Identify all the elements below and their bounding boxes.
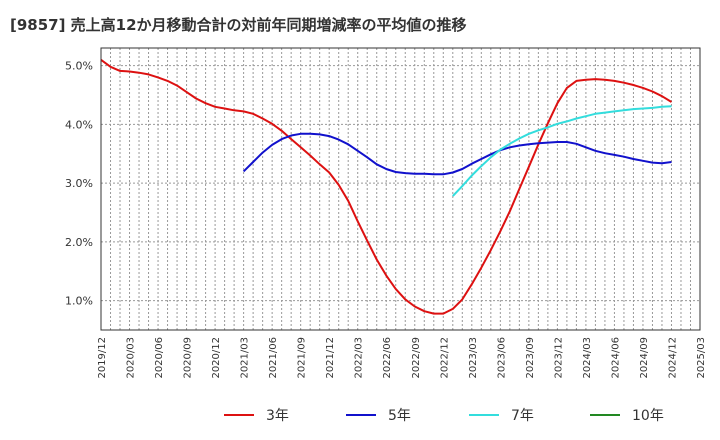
x-tick-label: 2022/06 [382, 337, 393, 379]
x-tick-label: 2021/03 [240, 337, 251, 379]
x-tick-label: 2023/06 [496, 337, 507, 379]
x-tick-label: 2023/09 [525, 337, 536, 379]
legend-label: 10年 [632, 408, 664, 424]
y-tick-label: 2.0% [65, 236, 93, 249]
grid-lines [100, 48, 701, 330]
x-tick-label: 2022/12 [439, 337, 450, 379]
x-tick-label: 2019/12 [97, 337, 108, 379]
x-tick-label: 2022/03 [354, 337, 365, 379]
x-tick-label: 2021/12 [325, 337, 336, 379]
legend-label: 3年 [266, 408, 289, 424]
y-tick-label: 4.0% [65, 118, 93, 131]
y-tick-label: 3.0% [65, 177, 93, 190]
x-tick-label: 2021/09 [297, 337, 308, 379]
series-line-7年 [452, 105, 672, 197]
x-tick-label: 2020/03 [126, 337, 137, 379]
x-tick-label: 2020/12 [211, 337, 222, 379]
x-tick-label: 2020/06 [154, 337, 165, 379]
y-tick-label: 5.0% [65, 60, 93, 73]
x-tick-label: 2023/12 [553, 337, 564, 379]
y-axis-ticks: 1.0% 2.0% 3.0% 4.0% 5.0% [65, 60, 93, 308]
x-tick-label: 2024/09 [639, 337, 650, 379]
x-tick-label: 2022/09 [411, 337, 422, 379]
series-lines [100, 58, 673, 315]
series-line-3年 [100, 58, 673, 315]
legend-label: 7年 [511, 408, 534, 424]
x-tick-label: 2024/12 [667, 337, 678, 379]
chart-title: [9857] 売上高12か月移動合計の対前年同期増減率の平均値の推移 [10, 16, 467, 34]
x-axis-ticks: 2019/12 2020/03 2020/06 2020/09 2020/12 2021/… [97, 337, 707, 379]
x-tick-label: 2024/03 [582, 337, 593, 379]
x-tick-label: 2024/06 [610, 337, 621, 379]
x-tick-label: 2025/03 [696, 337, 707, 379]
x-tick-label: 2021/06 [268, 337, 279, 379]
series-line-5年 [242, 132, 672, 176]
legend: 3年 5年 7年 10年 [224, 408, 664, 424]
legend-label: 5年 [388, 408, 411, 424]
plot-frame [100, 47, 701, 331]
y-tick-label: 1.0% [65, 295, 93, 308]
x-tick-label: 2023/03 [468, 337, 479, 379]
x-tick-label: 2020/09 [183, 337, 194, 379]
